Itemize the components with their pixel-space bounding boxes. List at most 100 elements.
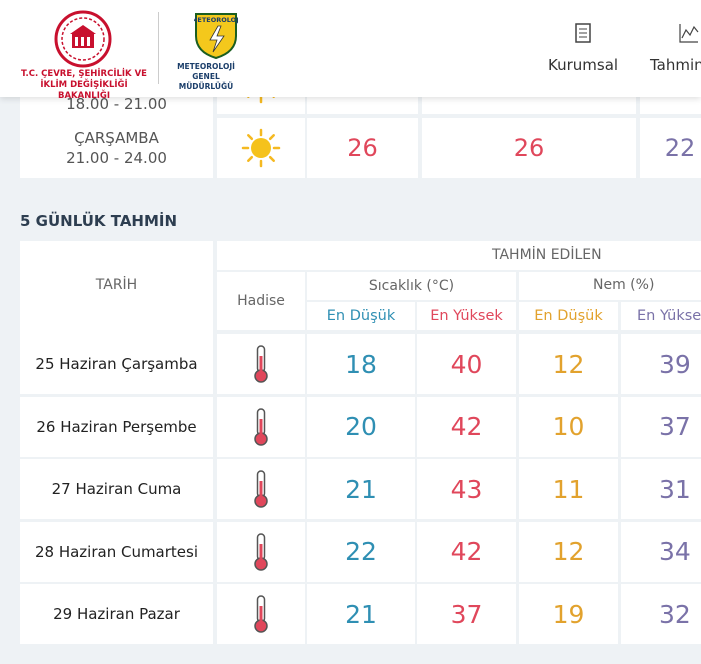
value-cell: 32 bbox=[621, 584, 701, 644]
date-cell: 27 Haziran Cuma bbox=[20, 459, 213, 519]
day-label: ÇARŞAMBA bbox=[74, 129, 159, 147]
value-cell: 42 bbox=[417, 521, 516, 582]
mgm-name: METEOROLOJİ GENEL MÜDÜRLÜĞÜ bbox=[166, 62, 246, 92]
forecast-value: 39 bbox=[659, 349, 691, 379]
date-label: 28 Haziran Cumartesi bbox=[34, 542, 199, 561]
mgm-badge: METEOROLOJİ bbox=[194, 15, 238, 24]
forecast-value: 11 bbox=[552, 474, 585, 504]
ministry-emblem bbox=[54, 10, 112, 68]
time-label: 18.00 - 21.00 bbox=[66, 95, 167, 113]
mgm-line: METEOROLOJİ bbox=[177, 62, 235, 71]
value-cell: 37 bbox=[621, 396, 701, 457]
value-cell: 21 bbox=[307, 584, 415, 644]
value-cell: 19 bbox=[519, 584, 618, 644]
forecast-value: 22 bbox=[345, 537, 377, 566]
forecast-value: 12 bbox=[552, 349, 585, 379]
header-text: TAHMİN EDİLEN bbox=[492, 247, 602, 263]
forecast-value: 42 bbox=[450, 412, 483, 441]
value-cell: 42 bbox=[417, 396, 516, 457]
thermometer-icon bbox=[254, 345, 268, 383]
site-header: T.C. ÇEVRE, ŞEHİRCİLİK VE İKLİM DEĞİŞİKL… bbox=[0, 0, 701, 101]
date-label: 27 Haziran Cuma bbox=[51, 480, 182, 498]
nav-item[interactable]: Kurumsal bbox=[548, 56, 619, 74]
header-cell: Sıcaklık (°C) bbox=[307, 272, 516, 300]
value-cell: 21 bbox=[307, 459, 415, 519]
value-cell: 31 bbox=[621, 459, 701, 519]
value-cell: 12 bbox=[519, 521, 618, 582]
value-cell: 12 bbox=[519, 334, 618, 394]
nav-icon bbox=[575, 23, 591, 43]
event-cell bbox=[217, 118, 305, 178]
nav-icon bbox=[679, 24, 699, 43]
value-cell: 39 bbox=[621, 334, 701, 394]
forecast-value: 43 bbox=[450, 474, 483, 504]
header-text: TARİH bbox=[95, 277, 138, 293]
sun-icon bbox=[241, 128, 281, 168]
subheader-cell: En Yüksek bbox=[621, 302, 701, 330]
forecast-value: 12 bbox=[552, 537, 585, 566]
forecast-value: 37 bbox=[450, 599, 483, 629]
forecast-value: 32 bbox=[659, 599, 691, 629]
subheader-text: En Yüksek bbox=[430, 308, 503, 324]
thermometer-icon bbox=[254, 532, 268, 571]
date-cell: 28 Haziran Cumartesi bbox=[20, 521, 213, 582]
mgm-logo: METEOROLOJİ bbox=[194, 13, 238, 60]
value-cell: 10 bbox=[519, 396, 618, 457]
event-cell bbox=[217, 334, 305, 394]
value-cell: 37 bbox=[417, 584, 516, 644]
nav-item[interactable]: Tahmin bbox=[650, 56, 701, 74]
date-label: 26 Haziran Perşembe bbox=[36, 417, 197, 436]
subheader-cell: En Yüksek bbox=[417, 302, 516, 330]
divider bbox=[158, 12, 159, 84]
value-cell: 18 bbox=[307, 334, 415, 394]
subheader-text: En Düşük bbox=[326, 308, 396, 324]
temperature-value: 26 bbox=[347, 134, 378, 162]
forecast-value: 21 bbox=[345, 599, 377, 629]
forecast-value: 21 bbox=[345, 474, 377, 504]
forecast-value: 20 bbox=[345, 412, 377, 441]
mgm-line: GENEL MÜDÜRLÜĞÜ bbox=[178, 72, 234, 91]
date-cell: 29 Haziran Pazar bbox=[20, 584, 213, 644]
thermometer-icon bbox=[254, 407, 268, 446]
value-cell: 34 bbox=[621, 521, 701, 582]
ministry-name: T.C. ÇEVRE, ŞEHİRCİLİK VE İKLİM DEĞİŞİKL… bbox=[14, 69, 154, 102]
forecast-value: 31 bbox=[659, 474, 691, 504]
subheader-text: En Yüksek bbox=[637, 308, 701, 324]
value-cell: 11 bbox=[519, 459, 618, 519]
value-cell: 26 bbox=[422, 118, 636, 178]
header-cell: TAHMİN EDİLEN bbox=[217, 241, 701, 270]
forecast-value: 19 bbox=[552, 599, 585, 629]
value-cell: 43 bbox=[417, 459, 516, 519]
thermometer-icon bbox=[254, 470, 268, 508]
forecast-value: 37 bbox=[659, 412, 691, 441]
event-cell bbox=[217, 396, 305, 457]
value-cell: 26 bbox=[307, 118, 418, 178]
header-text: Sıcaklık (°C) bbox=[368, 278, 455, 294]
date-cell: 26 Haziran Perşembe bbox=[20, 396, 213, 457]
event-cell bbox=[217, 521, 305, 582]
forecast-value: 40 bbox=[450, 349, 483, 379]
temperature-value: 26 bbox=[513, 134, 545, 162]
thermometer-icon bbox=[254, 595, 268, 633]
header-cell: Hadise bbox=[217, 272, 305, 330]
ministry-line: İKLİM DEĞİŞİKLİĞİ BAKANLIĞI bbox=[40, 80, 128, 101]
value-cell: 20 bbox=[307, 396, 415, 457]
event-cell bbox=[217, 459, 305, 519]
subheader-cell: En Düşük bbox=[519, 302, 618, 330]
date-label: 29 Haziran Pazar bbox=[53, 605, 180, 623]
forecast-value: 34 bbox=[659, 537, 691, 566]
date-label: 25 Haziran Çarşamba bbox=[35, 355, 198, 373]
header-cell: Nem (%) bbox=[519, 272, 701, 300]
forecast-value: 42 bbox=[450, 537, 483, 566]
forecast-value: 18 bbox=[345, 349, 377, 379]
subheader-cell: En Düşük bbox=[307, 302, 415, 330]
section-title: 5 GÜNLÜK TAHMİN bbox=[20, 212, 178, 230]
date-cell: 25 Haziran Çarşamba bbox=[20, 334, 213, 394]
ministry-line: T.C. ÇEVRE, ŞEHİRCİLİK VE bbox=[21, 69, 147, 79]
forecast-value: 10 bbox=[552, 412, 585, 441]
temperature-value: 22 bbox=[664, 134, 696, 162]
time-cell: ÇARŞAMBA 21.00 - 24.00 bbox=[20, 118, 213, 178]
header-text: Nem (%) bbox=[593, 277, 655, 293]
value-cell: 40 bbox=[417, 334, 516, 394]
